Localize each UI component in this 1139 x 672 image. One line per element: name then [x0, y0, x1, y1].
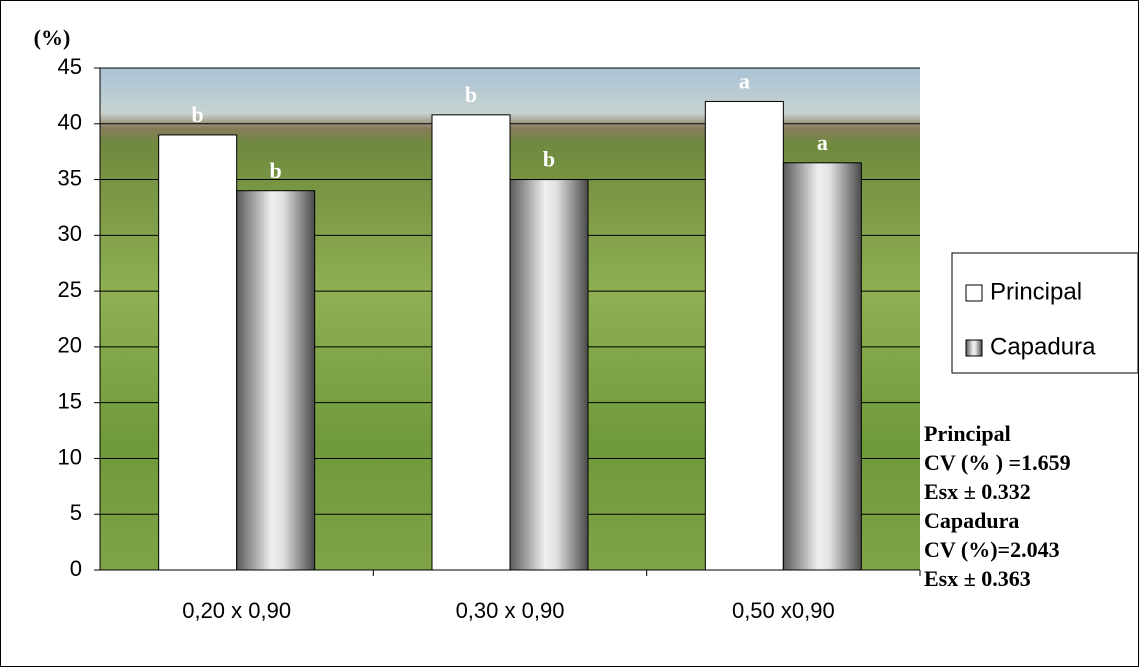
chart: (%) 0 5 10 15 20 25 30 35 40 45 0,20 x 0,90 b b 0,30 … [0, 0, 1139, 667]
bar [237, 191, 315, 570]
stat-note: CV (% ) =1.659 [924, 450, 1071, 475]
significance-letter: b [543, 147, 555, 172]
significance-letter: b [465, 82, 477, 107]
y-tick-label: 35 [58, 165, 82, 190]
stat-note: Esx ± 0.363 [924, 566, 1031, 591]
significance-letter: a [739, 69, 750, 94]
x-tick-label: 0,50 x0,90 [732, 598, 835, 623]
y-axis-label: (%) [34, 25, 71, 50]
bar [510, 180, 588, 570]
x-tick-label: 0,20 x 0,90 [182, 598, 291, 623]
stat-note: Capadura [924, 508, 1019, 533]
y-tick-label: 20 [58, 333, 82, 358]
legend-label: Capadura [990, 333, 1096, 360]
legend-swatch [966, 285, 982, 301]
bar [783, 163, 861, 570]
legend-swatch [966, 340, 982, 356]
y-tick-label: 25 [58, 277, 82, 302]
y-tick-label: 30 [58, 221, 82, 246]
y-tick-label: 15 [58, 388, 82, 413]
y-tick-label: 10 [58, 444, 82, 469]
significance-letter: b [192, 102, 204, 127]
legend-label: Principal [990, 278, 1082, 305]
y-tick-label: 5 [70, 500, 82, 525]
y-tick-label: 40 [58, 110, 82, 135]
stat-note: Esx ± 0.332 [924, 479, 1031, 504]
significance-letter: b [270, 158, 282, 183]
y-tick-label: 45 [58, 54, 82, 79]
x-tick-label: 0,30 x 0,90 [456, 598, 565, 623]
significance-letter: a [817, 130, 828, 155]
bar [159, 135, 237, 570]
bar [705, 101, 783, 570]
stat-note: Principal [924, 421, 1011, 446]
bar [432, 115, 510, 570]
stat-note: CV (%)=2.043 [924, 537, 1060, 562]
y-tick-label: 0 [70, 556, 82, 581]
